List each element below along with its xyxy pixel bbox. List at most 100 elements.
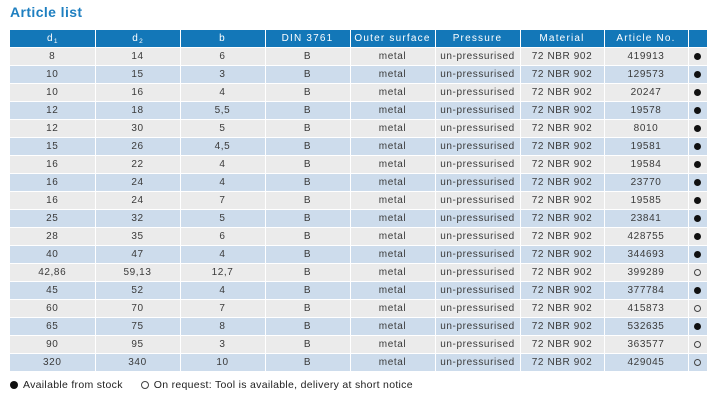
stock-filled-icon	[694, 52, 702, 60]
stock-filled-icon	[694, 142, 702, 150]
cell-article: 429045	[603, 353, 689, 372]
cell-article: 19581	[603, 137, 689, 156]
cell-stock	[687, 227, 707, 246]
stock-open-icon	[694, 358, 702, 366]
cell-stock	[687, 209, 707, 228]
cell-d2: 24	[94, 173, 181, 192]
cell-article: 19584	[603, 155, 689, 174]
stock-filled-icon	[694, 232, 702, 240]
cell-din: B	[264, 47, 351, 66]
cell-d1: 16	[10, 173, 96, 192]
cell-material: 72 NBR 902	[519, 155, 605, 174]
cell-article: 377784	[603, 281, 689, 300]
cell-b: 3	[179, 65, 266, 84]
cell-outer: metal	[349, 119, 436, 138]
cell-b: 7	[179, 191, 266, 210]
cell-article: 363577	[603, 335, 689, 354]
stock-filled-icon	[694, 106, 702, 114]
cell-material: 72 NBR 902	[519, 335, 605, 354]
column-header-d2: d2	[94, 29, 181, 48]
cell-outer: metal	[349, 281, 436, 300]
cell-outer: metal	[349, 353, 436, 372]
cell-article: 129573	[603, 65, 689, 84]
cell-din: B	[264, 209, 351, 228]
stock-filled-icon	[694, 286, 702, 294]
cell-stock	[687, 83, 707, 102]
cell-material: 72 NBR 902	[519, 263, 605, 282]
cell-article: 415873	[603, 299, 689, 318]
legend-available-label: Available from stock	[23, 379, 123, 391]
cell-article: 20247	[603, 83, 689, 102]
cell-article: 23770	[603, 173, 689, 192]
stock-filled-icon	[694, 196, 702, 204]
cell-d2: 18	[94, 101, 181, 120]
column-header-b: b	[179, 29, 266, 48]
cell-pressure: un-pressurised	[434, 137, 521, 156]
cell-material: 72 NBR 902	[519, 209, 605, 228]
cell-pressure: un-pressurised	[434, 209, 521, 228]
cell-d2: 22	[94, 155, 181, 174]
cell-b: 4	[179, 83, 266, 102]
cell-d2: 52	[94, 281, 181, 300]
cell-b: 3	[179, 335, 266, 354]
cell-stock	[687, 65, 707, 84]
stock-filled-icon	[694, 250, 702, 258]
cell-b: 5	[179, 119, 266, 138]
cell-d1: 16	[10, 191, 96, 210]
stock-open-icon	[694, 340, 702, 348]
cell-din: B	[264, 155, 351, 174]
cell-d2: 35	[94, 227, 181, 246]
stock-legend: Available from stock On request: Tool is…	[10, 379, 707, 391]
cell-d1: 10	[10, 65, 96, 84]
cell-d1: 40	[10, 245, 96, 264]
cell-outer: metal	[349, 173, 436, 192]
table-header-row: d1 d2 b DIN 3761 Outer surface Pressure …	[10, 29, 707, 48]
cell-material: 72 NBR 902	[519, 47, 605, 66]
cell-stock	[687, 173, 707, 192]
cell-din: B	[264, 65, 351, 84]
cell-d1: 320	[10, 353, 96, 372]
cell-b: 5	[179, 209, 266, 228]
cell-material: 72 NBR 902	[519, 119, 605, 138]
cell-din: B	[264, 335, 351, 354]
column-header-d1: d1	[10, 29, 96, 48]
cell-pressure: un-pressurised	[434, 83, 521, 102]
cell-b: 4	[179, 245, 266, 264]
cell-stock	[687, 335, 707, 354]
cell-pressure: un-pressurised	[434, 119, 521, 138]
cell-pressure: un-pressurised	[434, 245, 521, 264]
cell-pressure: un-pressurised	[434, 47, 521, 66]
cell-d1: 16	[10, 155, 96, 174]
cell-stock	[687, 263, 707, 282]
cell-pressure: un-pressurised	[434, 155, 521, 174]
cell-outer: metal	[349, 65, 436, 84]
column-header-article-no: Article No.	[603, 29, 689, 48]
cell-d2: 24	[94, 191, 181, 210]
cell-d1: 15	[10, 137, 96, 156]
cell-din: B	[264, 191, 351, 210]
page-title: Article list	[10, 4, 83, 20]
cell-stock	[687, 155, 707, 174]
stock-open-icon	[694, 268, 702, 276]
cell-b: 4	[179, 173, 266, 192]
cell-outer: metal	[349, 317, 436, 336]
cell-din: B	[264, 353, 351, 372]
column-header-outer-surface: Outer surface	[349, 29, 436, 48]
cell-outer: metal	[349, 191, 436, 210]
cell-stock	[687, 101, 707, 120]
cell-b: 12,7	[179, 263, 266, 282]
column-header-din: DIN 3761	[264, 29, 351, 48]
cell-article: 532635	[603, 317, 689, 336]
cell-material: 72 NBR 902	[519, 101, 605, 120]
cell-pressure: un-pressurised	[434, 299, 521, 318]
cell-din: B	[264, 317, 351, 336]
cell-din: B	[264, 299, 351, 318]
open-circle-icon	[140, 381, 149, 389]
cell-stock	[687, 281, 707, 300]
cell-pressure: un-pressurised	[434, 281, 521, 300]
